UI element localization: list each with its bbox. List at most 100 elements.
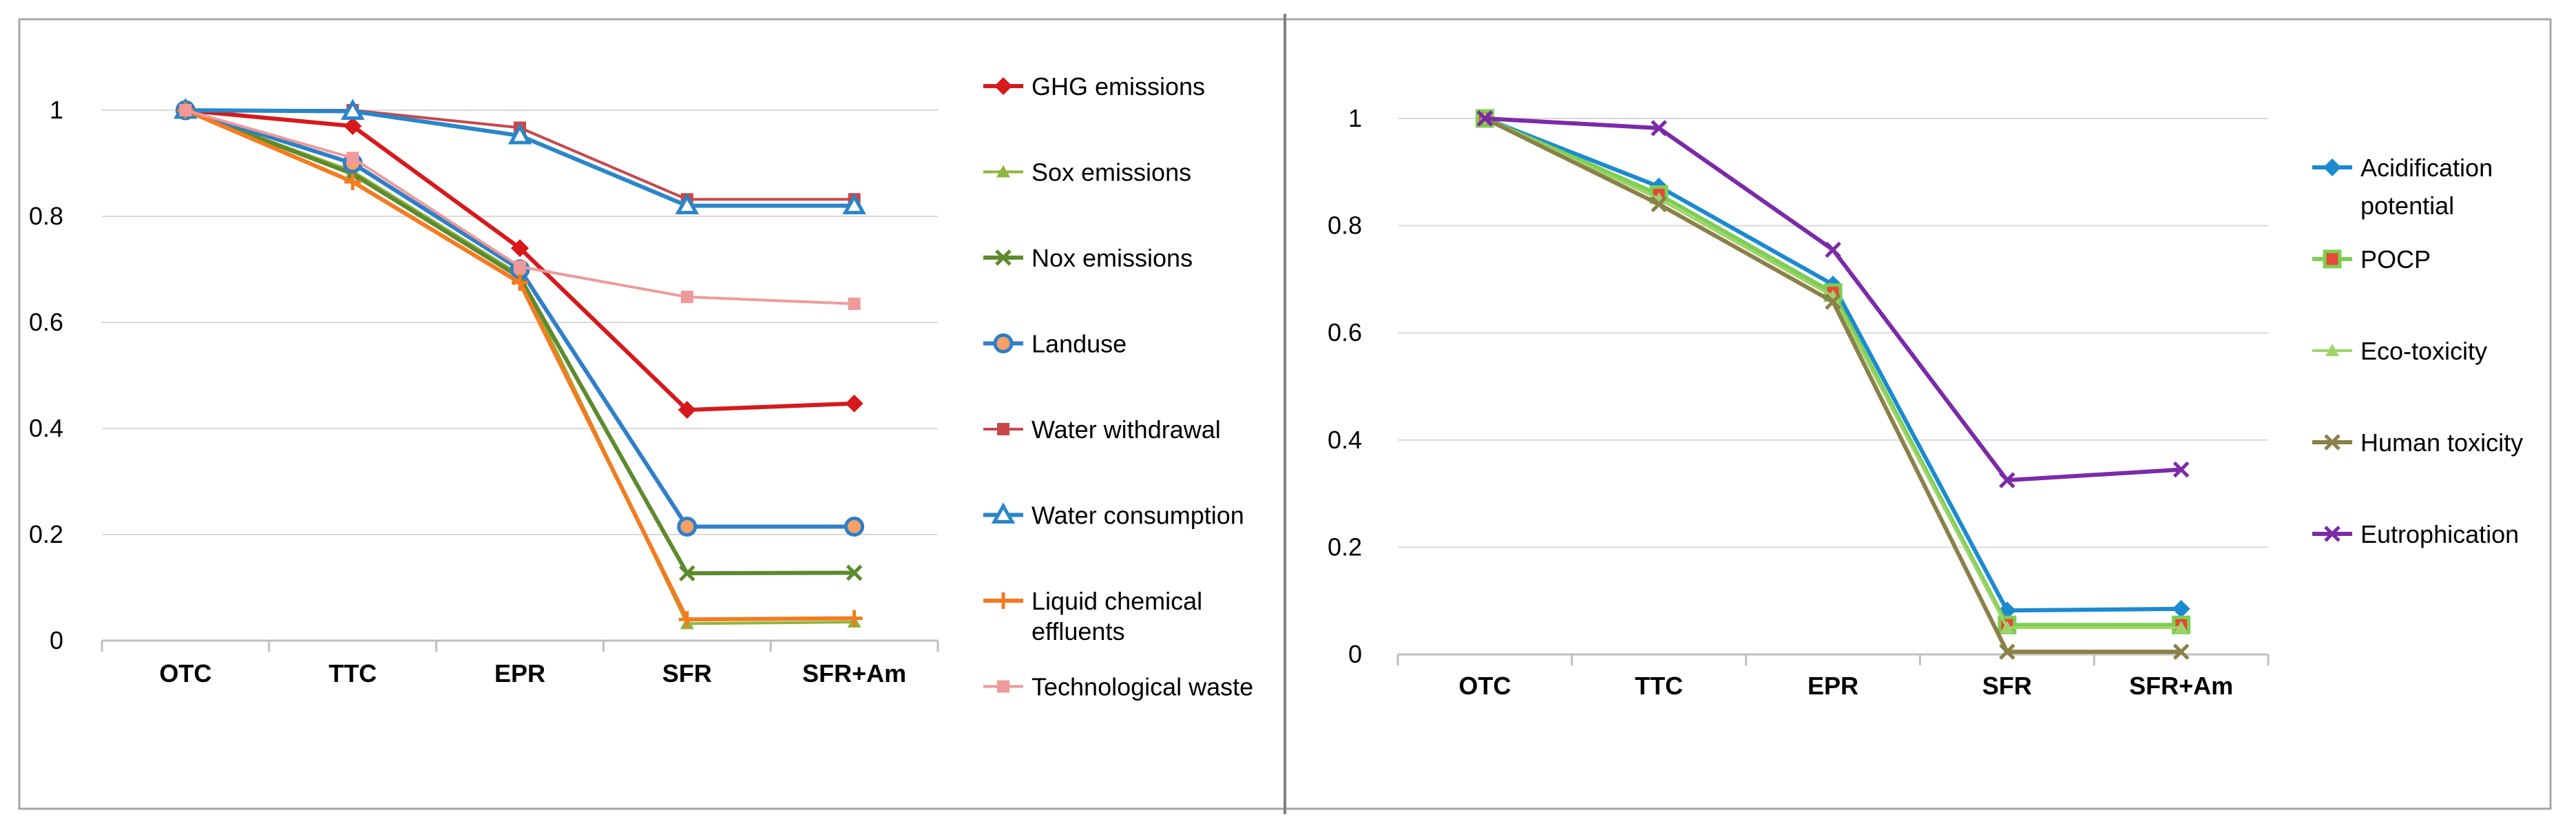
legend-label: Liquid chemical effluents — [1032, 587, 1202, 645]
data-point — [179, 104, 192, 116]
y-tick-label: 0.2 — [1328, 532, 1362, 561]
data-point — [844, 516, 865, 537]
x-tick-label: SFR — [1982, 672, 2032, 700]
data-point — [1825, 241, 1841, 258]
legend-label: Sox emissions — [1032, 158, 1191, 187]
series-line — [1484, 116, 2181, 613]
legend: Acidification potential POCP Eco-toxicity Hu… — [2312, 154, 2523, 548]
y-tick-label: 0 — [1348, 640, 1362, 668]
x-tick-label: SFR+Am — [802, 659, 906, 687]
legend-item-liquid-chemical-effluents: Liquid chemical effluents — [983, 587, 1202, 645]
series-line — [185, 108, 855, 576]
x-tick-label: SFR+Am — [2129, 672, 2233, 700]
legend-label: POCP — [2360, 245, 2431, 273]
data-point — [1651, 196, 1667, 213]
legend-item-pocp: POCP — [2312, 245, 2431, 273]
legend-label: Nox emissions — [1032, 244, 1193, 272]
data-point — [846, 564, 863, 581]
legend-item-water-consumption: Water consumption — [983, 501, 1244, 530]
x-tick-label: OTC — [1458, 672, 1511, 700]
legend-item-sox-emissions: Sox emissions — [983, 158, 1191, 187]
data-point — [678, 401, 696, 420]
legend-label: GHG emissions — [1032, 72, 1205, 101]
series-sox-emissions — [178, 103, 861, 630]
x-tick-label: TTC — [1635, 672, 1683, 700]
legend-item-acidification-potential: Acidification potential — [2312, 154, 2493, 220]
data-point — [1999, 472, 2015, 488]
series-pocp — [1475, 109, 2191, 634]
legend-item-water-withdrawal: Water withdrawal — [983, 415, 1221, 444]
data-point — [2172, 643, 2190, 660]
legend-label: Landuse — [1032, 330, 1127, 358]
series-nox-emissions — [177, 102, 863, 581]
legend-label: Water consumption — [1032, 501, 1244, 530]
series-line — [1484, 116, 2181, 628]
data-point — [1476, 110, 1494, 127]
legend-item-ghg-emissions: GHG emissions — [983, 72, 1205, 101]
data-point — [846, 610, 863, 627]
data-point — [511, 239, 529, 258]
series-line — [185, 109, 855, 625]
legend-item-landuse: Landuse — [983, 330, 1127, 358]
series-landuse — [175, 100, 865, 537]
data-point — [848, 298, 861, 311]
x-tick-label: SFR — [662, 659, 712, 687]
legend-swatch-marker — [995, 249, 1012, 266]
data-point — [514, 260, 526, 273]
series-line — [185, 108, 855, 529]
y-tick-label: 1 — [1348, 104, 1362, 132]
data-point — [678, 611, 695, 628]
x-tick-label: EPR — [1808, 672, 1858, 700]
legend-swatch-marker — [2323, 249, 2342, 269]
y-tick-label: 0.6 — [29, 308, 63, 336]
legend-swatch-marker — [994, 77, 1012, 95]
legend-swatch-marker — [995, 592, 1012, 609]
legend-swatch-marker — [997, 423, 1009, 435]
legend-item-nox-emissions: Nox emissions — [983, 244, 1193, 272]
y-tick-label: 1 — [50, 96, 63, 124]
legend-swatch-marker — [991, 502, 1016, 524]
series-line — [1484, 117, 2181, 630]
data-point — [1999, 643, 2015, 660]
data-point — [344, 173, 362, 190]
right-chart: 0 0.2 0.4 0.6 0.8 1 OTC TTC EPR SFR SFR+Am Acidific… — [1328, 104, 2523, 700]
y-tick-label: 0.4 — [1328, 426, 1362, 454]
data-point — [842, 193, 866, 215]
data-point — [340, 99, 365, 121]
data-point — [346, 152, 359, 165]
legend-item-eutrophication: Eutrophication — [2312, 520, 2519, 548]
data-point — [679, 565, 695, 581]
legend-swatch-marker — [2324, 526, 2341, 542]
legend-swatch-marker — [996, 165, 1010, 178]
data-point — [2172, 461, 2190, 478]
legend-label: Human toxicity — [2360, 428, 2523, 457]
series-technological-waste — [179, 104, 861, 311]
y-tick-label: 0 — [50, 626, 63, 654]
legend-item-eco-toxicity: Eco-toxicity — [2312, 337, 2487, 365]
y-tick-label: 0.4 — [29, 414, 63, 442]
data-point — [675, 193, 700, 215]
data-point — [2000, 621, 2014, 634]
data-point — [680, 291, 693, 304]
x-tick-label: OTC — [159, 659, 211, 687]
data-point — [507, 123, 532, 145]
legend-swatch-marker — [997, 680, 1009, 693]
legend-label: Water withdrawal — [1032, 415, 1221, 444]
y-tick-label: 0.8 — [29, 202, 63, 230]
legend-label: Eutrophication — [2360, 520, 2519, 548]
data-point — [344, 117, 362, 136]
legend-item-technological-waste: Technological waste — [983, 673, 1253, 701]
series-eco-toxicity — [1478, 112, 2188, 634]
series-acidification-potential — [1476, 110, 2190, 620]
series-liquid-chemical-effluents — [177, 102, 863, 628]
series-human-toxicity — [1476, 110, 2190, 660]
data-point — [2174, 621, 2188, 634]
y-tick-label: 0.6 — [1328, 318, 1362, 346]
series-line — [1484, 116, 2181, 654]
data-point — [2172, 599, 2190, 618]
legend-swatch-marker — [2325, 344, 2339, 356]
data-point — [1651, 120, 1667, 136]
legend-swatch-marker — [993, 333, 1014, 353]
data-point — [845, 394, 863, 413]
